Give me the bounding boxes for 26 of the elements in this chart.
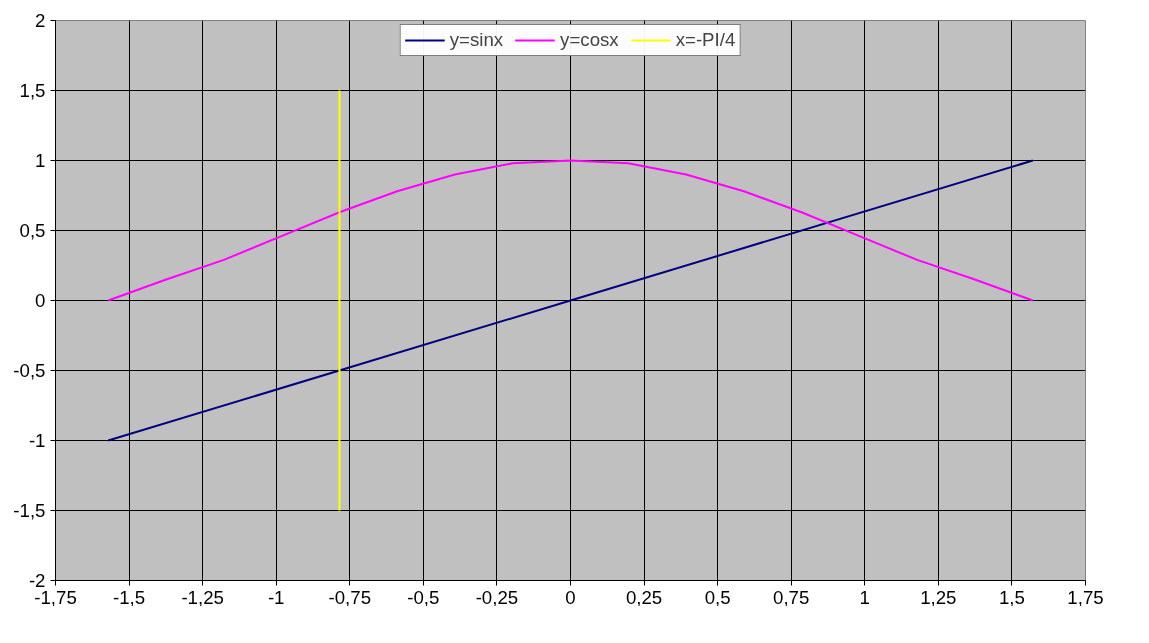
x-tick-label: -1 [267, 586, 285, 608]
y-tick-label: 1 [35, 150, 46, 171]
x-tick-label: -0,5 [407, 586, 440, 608]
y-tick-label: 2 [35, 10, 46, 31]
x-tick-label: 0,5 [704, 586, 731, 608]
x-tick-label: 1 [859, 586, 870, 608]
x-tick-label: 1,5 [998, 586, 1025, 608]
x-tick-label: 0,75 [773, 586, 810, 608]
x-tick-label: -1,5 [113, 586, 146, 608]
x-tick-label: 0 [565, 586, 576, 608]
legend-label: y=sinx [449, 29, 504, 51]
legend-label: x=-PI/4 [675, 29, 736, 51]
x-tick-label: 1,25 [920, 586, 957, 608]
y-tick-label: -0,5 [13, 360, 46, 381]
y-tick-label: -1,5 [13, 500, 46, 521]
x-tick-label: -0,75 [328, 586, 372, 608]
y-tick-label: 0 [35, 290, 46, 311]
y-tick-label: 0,5 [19, 220, 46, 241]
x-tick-label: -0,25 [475, 586, 519, 608]
x-tick-label: 1,75 [1067, 586, 1104, 608]
line-series [107, 159, 1034, 302]
legend-label: y=cosx [560, 29, 619, 51]
y-tick-label: 1,5 [19, 80, 46, 101]
y-tick-label: -1 [28, 430, 46, 451]
x-tick-label: -1,25 [181, 586, 224, 608]
x-tick-label: 0,25 [625, 586, 663, 608]
